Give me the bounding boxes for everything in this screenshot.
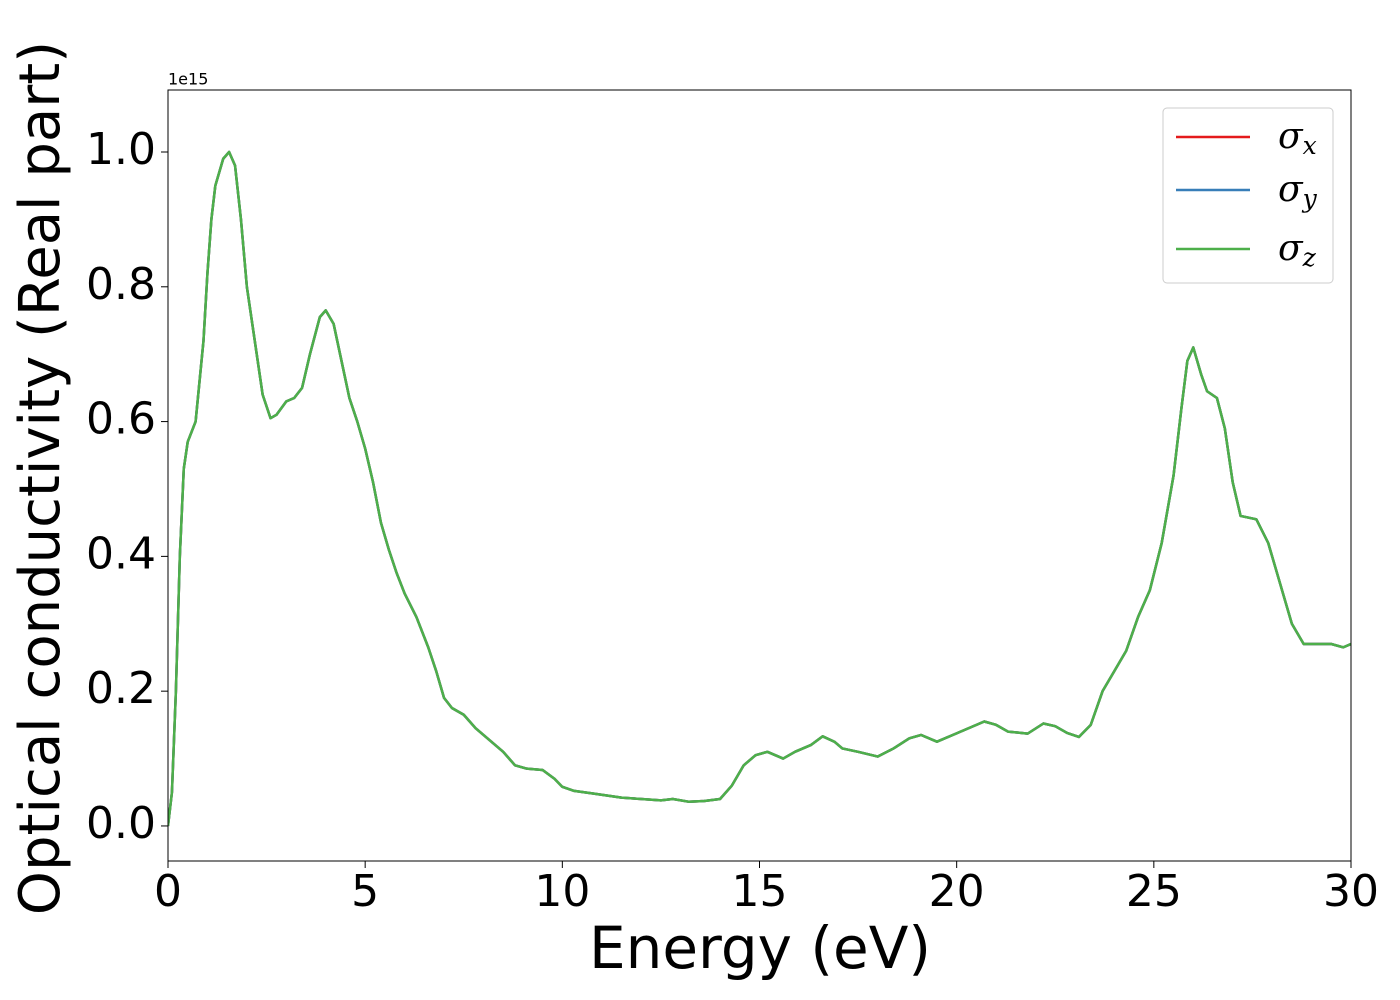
plot-frame	[167, 89, 1352, 862]
offset-label: 1e15	[168, 70, 208, 89]
legend-label: σz	[1278, 228, 1317, 272]
series-line	[168, 150, 1351, 827]
plot-lines	[168, 150, 1351, 827]
x-tick-label: 0	[154, 866, 182, 917]
y-tick-label: 0.0	[86, 798, 156, 849]
x-tick-label: 20	[929, 866, 985, 917]
x-axis-label: Energy (eV)	[589, 914, 931, 982]
x-tick-label: 10	[534, 866, 590, 917]
legend-label: σx	[1278, 116, 1317, 160]
x-tick-label: 5	[351, 866, 379, 917]
y-tick-label: 0.8	[86, 259, 156, 310]
y-tick-label: 0.2	[86, 663, 156, 714]
x-tick-label: 15	[732, 866, 788, 917]
y-tick-label: 0.4	[86, 528, 156, 579]
x-tick-label: 25	[1126, 866, 1182, 917]
legend-box	[1162, 107, 1334, 284]
legend-label: σy	[1278, 169, 1318, 213]
y-tick-label: 1.0	[86, 124, 156, 175]
x-tick-label: 30	[1323, 866, 1379, 917]
y-axis-label: Optical conductivity (Real part)	[8, 41, 73, 915]
y-tick-label: 0.6	[86, 394, 156, 445]
